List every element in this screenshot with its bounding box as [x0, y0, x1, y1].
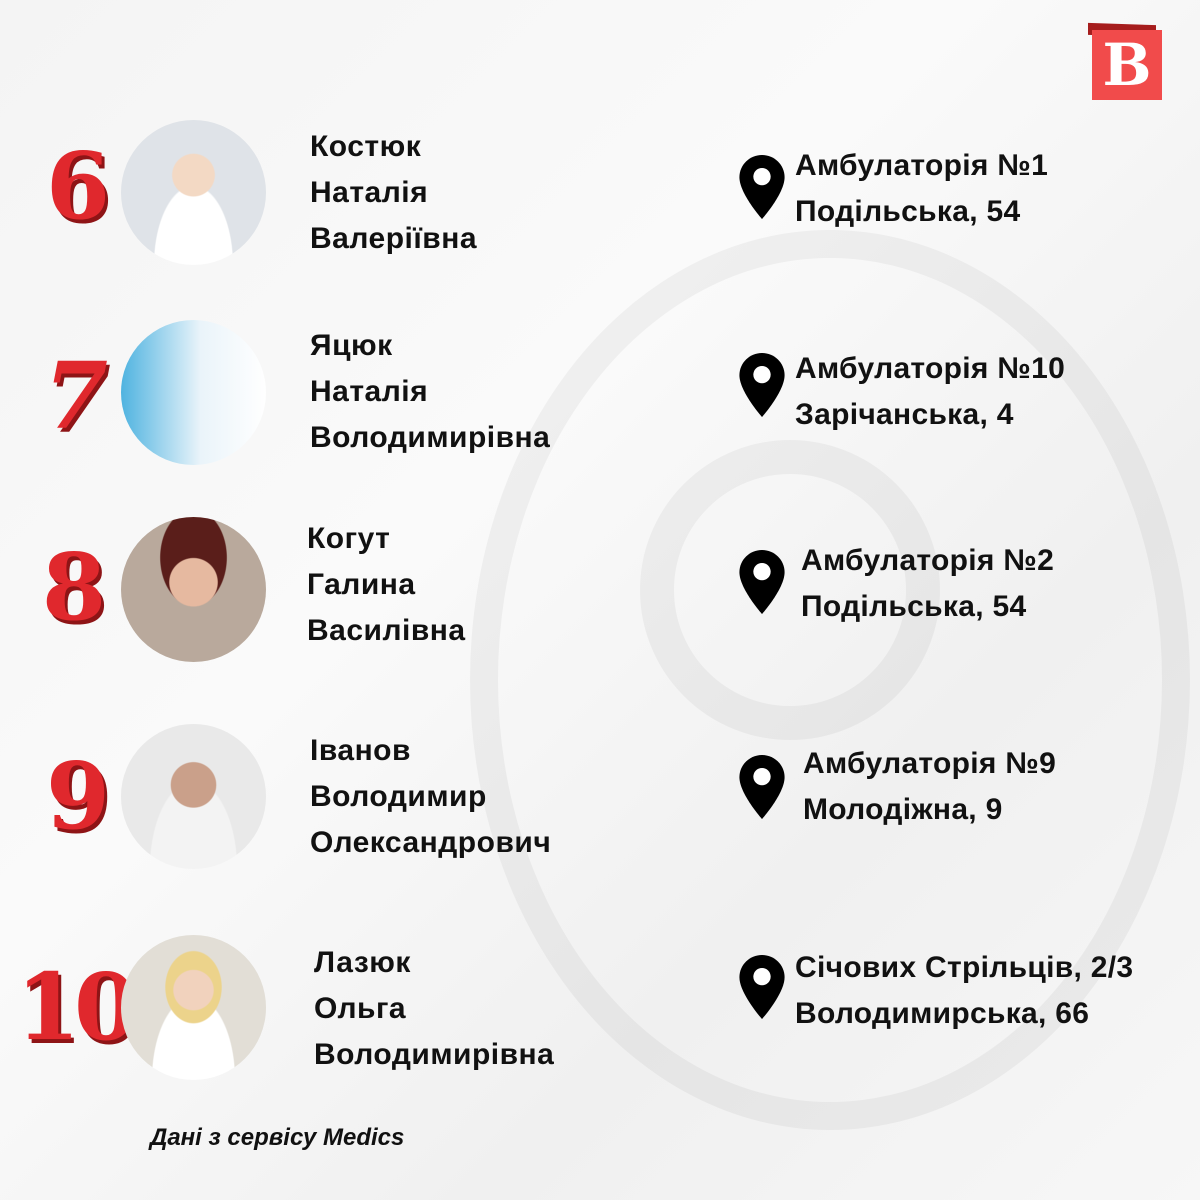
- rank-number: 10: [16, 953, 138, 1061]
- street: Володимирська, 66: [795, 997, 1090, 1030]
- location-pin-icon: [739, 755, 785, 819]
- surname: Яцюк: [310, 329, 393, 362]
- patronymic: Василівна: [307, 614, 466, 647]
- street: Подільська, 54: [801, 590, 1027, 623]
- doctor-photo: [121, 320, 266, 465]
- surname: Лазюк: [314, 946, 411, 979]
- surname: Когут: [307, 522, 391, 555]
- patronymic: Олександрович: [310, 826, 552, 859]
- clinic-name: Амбулаторія №1: [795, 149, 1049, 182]
- rank-number: 8: [42, 533, 107, 641]
- doctor-name: Когут Галина Василівна: [307, 516, 466, 654]
- doctor-photo: [121, 120, 266, 265]
- clinic-address: Амбулаторія №10 Зарічанська, 4: [795, 346, 1065, 438]
- clinic-name: Січових Стрільців, 2/3: [795, 951, 1134, 984]
- street: Зарічанська, 4: [795, 398, 1014, 431]
- patronymic: Володимирівна: [310, 421, 551, 454]
- surname: Іванов: [310, 734, 411, 767]
- doctor-name: Костюк Наталія Валеріївна: [310, 124, 477, 262]
- doctor-row: 8 Когут Галина Василівна Амбулаторія №2 …: [0, 517, 1200, 667]
- first-name: Ольга: [314, 992, 407, 1025]
- doctor-row: 9 Іванов Володимир Олександрович Амбулат…: [0, 724, 1200, 874]
- brand-logo-letter: B: [1092, 30, 1162, 100]
- doctor-row: 10 Лазюк Ольга Володимирівна Січових Стр…: [0, 935, 1200, 1085]
- street: Молодіжна, 9: [803, 793, 1003, 826]
- doctor-row: 7 Яцюк Наталія Володимирівна Амбулаторія…: [0, 320, 1200, 470]
- patronymic: Валеріївна: [310, 222, 478, 255]
- first-name: Володимир: [310, 780, 487, 813]
- location-pin-icon: [739, 955, 785, 1019]
- first-name: Галина: [307, 568, 416, 601]
- doctor-name: Лазюк Ольга Володимирівна: [314, 940, 554, 1078]
- rank-number: 9: [46, 742, 111, 850]
- clinic-address: Амбулаторія №2 Подільська, 54: [801, 538, 1054, 630]
- doctor-photo: [121, 517, 266, 662]
- surname: Костюк: [310, 130, 422, 163]
- street: Подільська, 54: [795, 195, 1021, 228]
- first-name: Наталія: [310, 375, 429, 408]
- doctor-photo: [121, 724, 266, 869]
- source-note: Дані з сервісу Medics: [150, 1124, 405, 1151]
- location-pin-icon: [739, 155, 785, 219]
- doctor-row: 6 Костюк Наталія Валеріївна Амбулаторія …: [0, 120, 1200, 270]
- brand-logo: B: [1088, 22, 1162, 100]
- doctor-name: Яцюк Наталія Володимирівна: [310, 323, 550, 461]
- doctor-name: Іванов Володимир Олександрович: [310, 728, 551, 866]
- location-pin-icon: [739, 353, 785, 417]
- clinic-name: Амбулаторія №10: [795, 352, 1066, 385]
- rank-number: 7: [44, 342, 109, 450]
- doctor-photo: [121, 935, 266, 1080]
- location-pin-icon: [739, 550, 785, 614]
- clinic-name: Амбулаторія №9: [803, 747, 1057, 780]
- clinic-address: Січових Стрільців, 2/3 Володимирська, 66: [795, 945, 1133, 1037]
- clinic-address: Амбулаторія №9 Молодіжна, 9: [803, 741, 1056, 833]
- clinic-address: Амбулаторія №1 Подільська, 54: [795, 143, 1048, 235]
- rank-number: 6: [46, 132, 111, 240]
- clinic-name: Амбулаторія №2: [801, 544, 1055, 577]
- first-name: Наталія: [310, 176, 429, 209]
- patronymic: Володимирівна: [314, 1038, 555, 1071]
